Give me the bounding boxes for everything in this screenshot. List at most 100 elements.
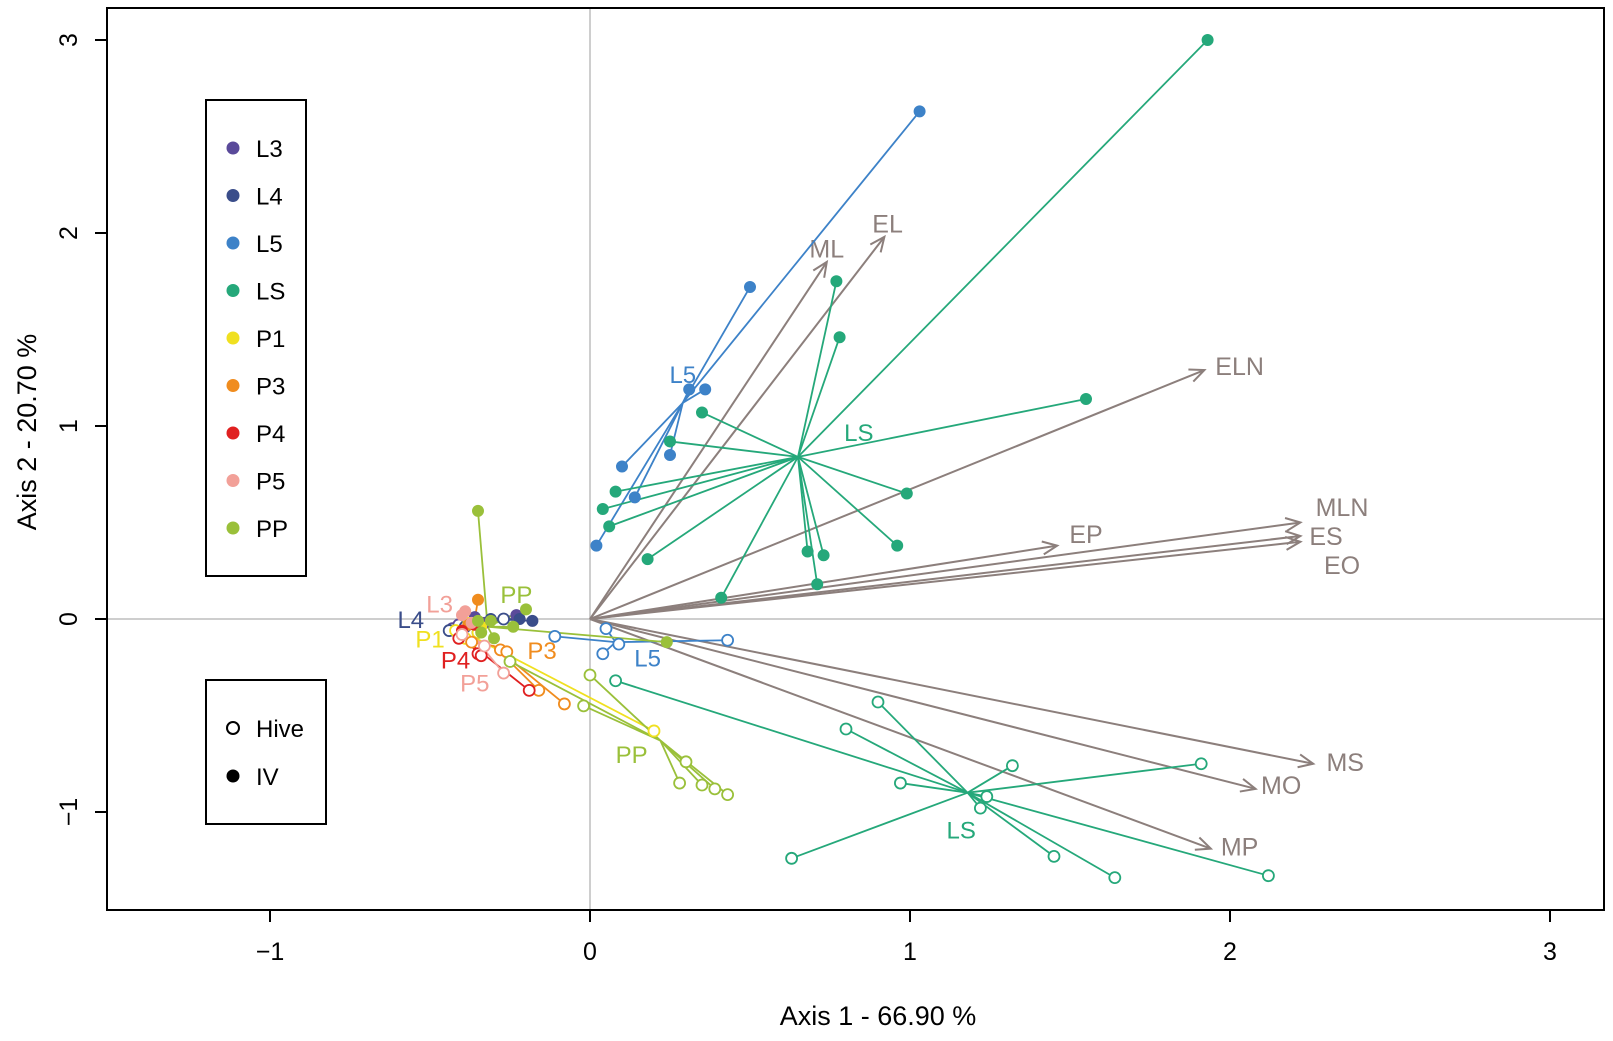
points-p5-hive (455, 628, 511, 680)
x-tick-label: 3 (1543, 938, 1557, 966)
vector-label: EO (1324, 552, 1360, 580)
legend-label: P3 (256, 374, 285, 401)
legend-markers-box (205, 679, 327, 825)
point-iv (507, 620, 520, 633)
legend-item-ls: LS (226, 279, 285, 306)
point-iv (475, 626, 488, 639)
point-hive (1047, 849, 1061, 863)
spoke (797, 398, 1087, 458)
vector-label: EP (1069, 521, 1102, 549)
legend-open-circle (226, 721, 240, 735)
spoke (797, 456, 825, 556)
legend-label: P4 (256, 421, 285, 448)
point-iv (484, 614, 497, 627)
point-iv (1080, 392, 1092, 405)
legend-label: LS (256, 279, 285, 306)
x-axis-title: Axis 1 - 66.90 % (780, 1001, 977, 1031)
point-hive (548, 629, 562, 643)
points-ls-iv (596, 34, 1214, 604)
group-label-l3-hive: L3 (426, 592, 453, 619)
point-iv (596, 502, 609, 515)
spoke (797, 456, 819, 585)
group-label-p3-hive: P3 (527, 638, 556, 665)
spoke (682, 110, 921, 404)
spoke (477, 510, 489, 627)
spoke (659, 740, 681, 784)
point-iv (472, 614, 484, 627)
vector-mln: MLN (589, 494, 1368, 620)
data-points (442, 34, 1275, 885)
legend-filled-circle (226, 769, 240, 783)
points-l5-iv (590, 105, 926, 552)
legend-item-iv: IV (226, 764, 279, 791)
point-iv (520, 603, 532, 616)
point-hive (673, 776, 686, 790)
spoke (845, 728, 969, 794)
legend-label: Hive (256, 716, 304, 743)
spoke (701, 411, 799, 458)
legend-groups: L3 L4 L5 LS P1 P3 P4 P5 PP (205, 99, 307, 577)
point-iv (817, 549, 830, 562)
point-iv (715, 591, 728, 604)
point-hive (558, 697, 571, 711)
vector-label: EL (872, 210, 903, 238)
point-hive (609, 674, 622, 688)
point-iv (472, 593, 484, 606)
point-iv (664, 448, 676, 461)
point-hive (497, 666, 511, 680)
spoke (682, 286, 751, 404)
legend-label: P1 (256, 326, 285, 353)
point-hive (1006, 759, 1019, 773)
legend-groups-box (205, 99, 307, 577)
spoke (647, 456, 799, 560)
group-label-l4-hive: L4 (397, 607, 424, 634)
point-iv (590, 539, 603, 552)
legend-swatch (226, 474, 240, 487)
spoke (967, 764, 1013, 794)
y-tick-label: 2 (55, 226, 83, 240)
spoke (797, 456, 908, 495)
vector-label: ES (1309, 523, 1342, 551)
point-iv (660, 636, 673, 649)
legend-label: IV (256, 764, 279, 791)
spoke (554, 635, 616, 644)
point-hive (894, 776, 907, 790)
point-iv (1201, 34, 1214, 46)
point-hive (708, 782, 722, 796)
points-p5-iv (456, 605, 478, 629)
y-axis-ticks: −1 0 1 2 3 (55, 33, 107, 826)
legend-label: L5 (256, 231, 283, 258)
point-iv (616, 460, 628, 473)
point-hive (599, 622, 613, 636)
point-iv (811, 578, 824, 591)
group-label-p4-hive: P4 (441, 648, 470, 675)
legend-item-pp: PP (226, 516, 288, 543)
point-iv (699, 383, 712, 396)
spoke (791, 791, 968, 860)
group-label-pp-hive: PP (616, 742, 648, 769)
legend-swatch (226, 236, 240, 250)
legend-item-l4: L4 (226, 184, 283, 211)
points-p3-hive (465, 635, 571, 711)
point-iv (472, 504, 484, 517)
point-hive (596, 647, 610, 661)
point-iv (488, 632, 500, 645)
point-hive (1194, 757, 1208, 771)
legend-item-l3: L3 (226, 136, 283, 163)
centroid-spokes (449, 39, 1269, 879)
spoke (621, 402, 684, 468)
point-iv (744, 281, 756, 294)
point-iv (683, 383, 696, 396)
point-hive (503, 655, 517, 668)
x-tick-label: 2 (1223, 938, 1237, 966)
point-hive (721, 788, 734, 802)
x-axis-ticks: −1 0 1 2 3 (256, 910, 1557, 966)
point-iv (526, 614, 539, 627)
spokes-ls-hive (615, 679, 1269, 879)
point-iv (513, 613, 526, 625)
vector-label: MP (1221, 834, 1259, 862)
vector-eo: EO (589, 535, 1360, 620)
y-tick-label: −1 (55, 798, 83, 827)
